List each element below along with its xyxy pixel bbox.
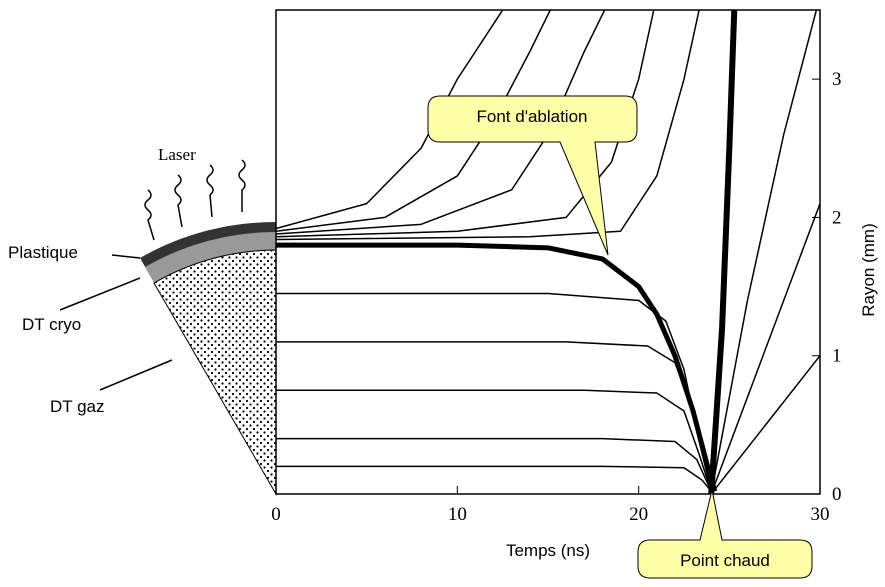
x-tick-label: 20 (629, 504, 648, 525)
trajectory (276, 10, 606, 235)
plastique-label: Plastique (8, 243, 78, 262)
capsule (140, 221, 277, 496)
ablation-label: Font d'ablation (477, 107, 588, 126)
trajectory (710, 355, 820, 494)
trajectory (710, 10, 818, 494)
trajectory (276, 437, 712, 492)
x-tick-label: 0 (271, 504, 281, 525)
trajectory (276, 389, 712, 492)
y-tick-label: 3 (832, 69, 842, 90)
y-tick-label: 2 (832, 207, 842, 228)
trajectory (276, 10, 700, 241)
dt-cryo-label: DT cryo (22, 315, 81, 334)
laser-label: Laser (158, 145, 196, 164)
y-axis-label: Rayon (mm) (859, 223, 878, 317)
trajectory (710, 203, 820, 494)
trajectory (276, 292, 712, 492)
hotspot-label: Point chaud (680, 551, 770, 570)
trajectory (276, 10, 552, 233)
y-tick-label: 1 (832, 346, 842, 367)
dt-gaz-label: DT gaz (50, 397, 105, 416)
trajectory (276, 341, 712, 492)
callout: Font d'ablation Point chaud (427, 95, 813, 579)
laser-arrows (59, 159, 246, 391)
x-axis-label: Temps (ns) (506, 541, 590, 560)
x-tick-label: 10 (448, 504, 467, 525)
trajectory (276, 465, 712, 492)
y-tick-label: 0 (832, 484, 842, 505)
trajectory (276, 242, 718, 492)
trajectories (276, 10, 820, 494)
plot-frame (275, 9, 821, 495)
trajectory (708, 10, 738, 494)
x-tick-label: 30 (811, 504, 830, 525)
